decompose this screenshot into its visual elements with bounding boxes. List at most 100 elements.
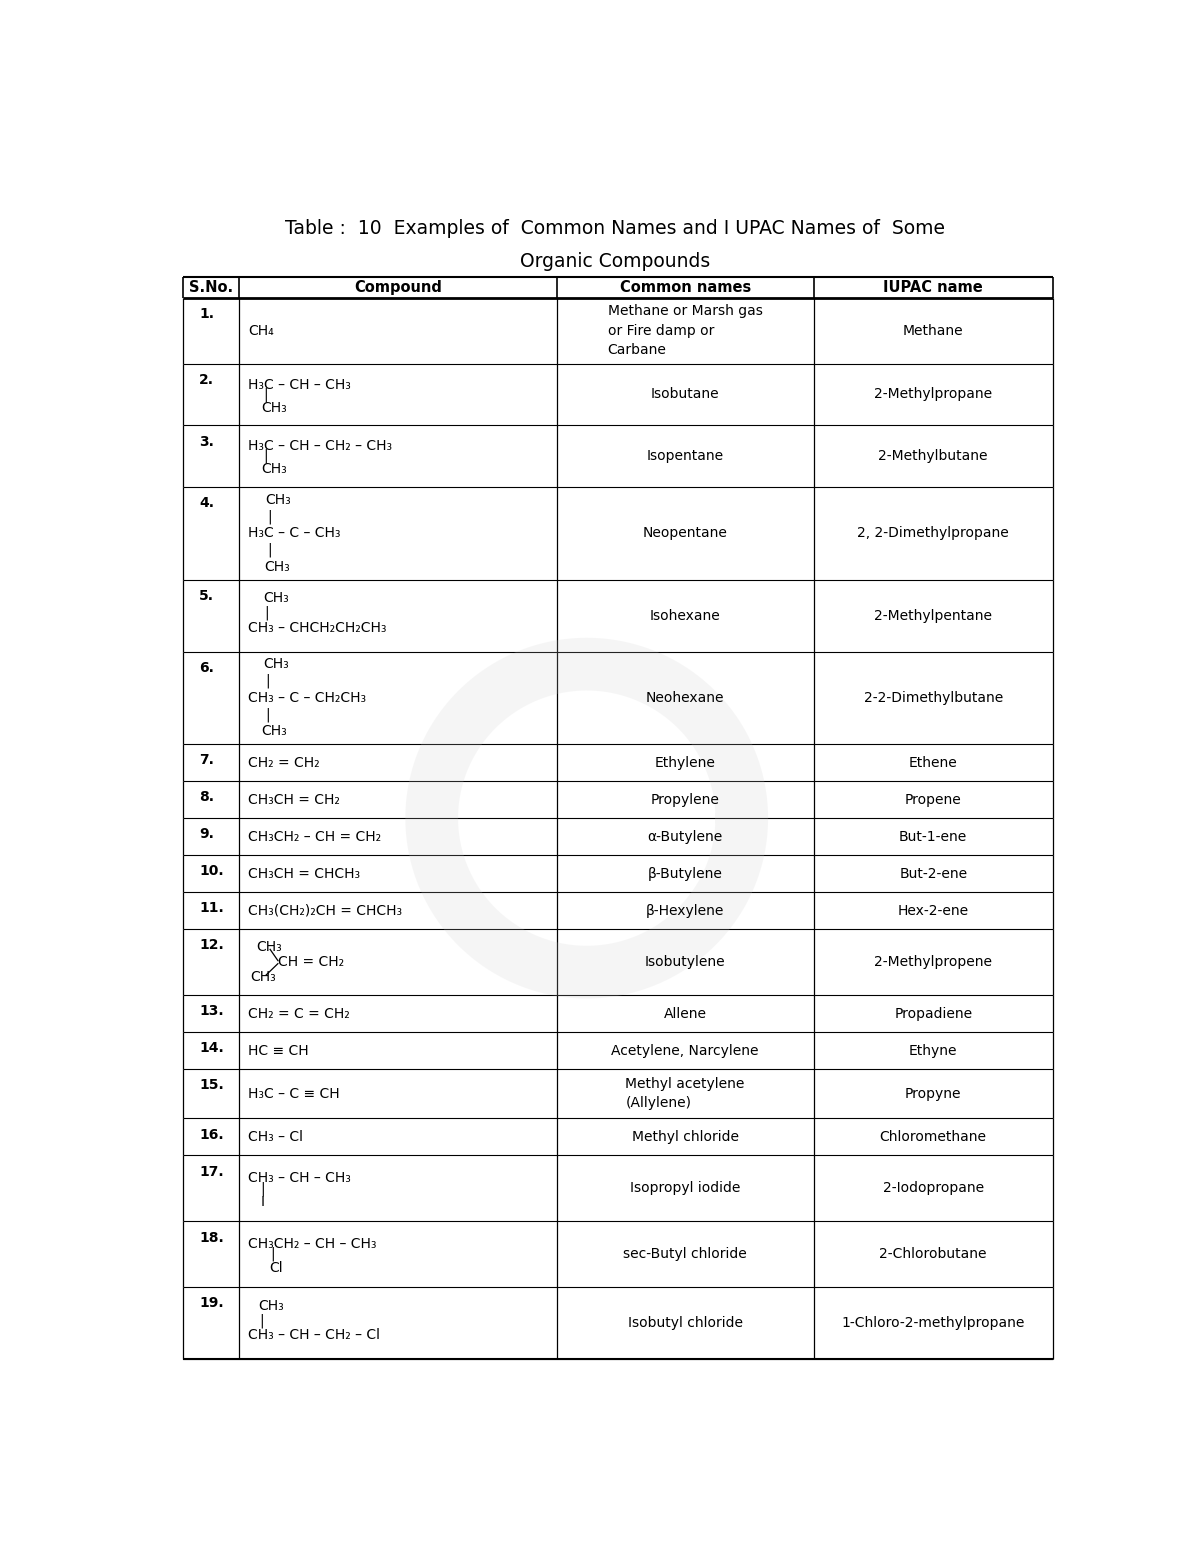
Text: 17.: 17. — [199, 1165, 224, 1179]
Text: α-Butylene: α-Butylene — [648, 829, 722, 843]
Text: 2-Methylpropane: 2-Methylpropane — [874, 387, 992, 402]
Text: β-Hexylene: β-Hexylene — [646, 904, 725, 918]
Text: 1-Chloro-2-methylpropane: 1-Chloro-2-methylpropane — [841, 1315, 1025, 1329]
Text: Isopropyl iodide: Isopropyl iodide — [630, 1182, 740, 1196]
Text: Propylene: Propylene — [650, 792, 720, 806]
Text: |: | — [264, 606, 269, 620]
Text: CH₃CH = CHCH₃: CH₃CH = CHCH₃ — [248, 867, 360, 881]
Text: Propene: Propene — [905, 792, 961, 806]
Text: CH₃: CH₃ — [256, 940, 282, 954]
Text: But-2-ene: But-2-ene — [899, 867, 967, 881]
Text: 2.: 2. — [199, 373, 215, 387]
Text: β-Butylene: β-Butylene — [648, 867, 722, 881]
Text: CH₃CH₂ – CH = CH₂: CH₃CH₂ – CH = CH₂ — [248, 829, 382, 843]
Text: CH₃ – CH – CH₂ – Cl: CH₃ – CH – CH₂ – Cl — [248, 1328, 380, 1342]
Text: 7.: 7. — [199, 753, 214, 767]
Text: CH₃: CH₃ — [262, 725, 287, 739]
Text: CH₃: CH₃ — [263, 657, 289, 671]
Text: |: | — [270, 1247, 275, 1261]
Text: 13.: 13. — [199, 1005, 224, 1019]
Text: Chloromethane: Chloromethane — [880, 1131, 986, 1145]
Text: H₃C – CH – CH₃: H₃C – CH – CH₃ — [248, 377, 352, 391]
Text: CH₃: CH₃ — [258, 1298, 284, 1312]
Text: 14.: 14. — [199, 1042, 224, 1056]
Text: Isobutylene: Isobutylene — [644, 955, 726, 969]
Text: H₃C – C ≡ CH: H₃C – C ≡ CH — [248, 1087, 340, 1101]
Text: Methyl acetylene
(Allylene): Methyl acetylene (Allylene) — [625, 1076, 745, 1110]
Text: CH₃: CH₃ — [263, 592, 289, 606]
Text: 2-Chlorobutane: 2-Chlorobutane — [880, 1247, 986, 1261]
Text: Compound: Compound — [354, 280, 442, 295]
Text: CH₃ – CHCH₂CH₂CH₃: CH₃ – CHCH₂CH₂CH₃ — [248, 621, 386, 635]
Text: CH₃: CH₃ — [264, 561, 289, 575]
Text: 2-Methylpentane: 2-Methylpentane — [875, 609, 992, 623]
Text: 8.: 8. — [199, 790, 215, 804]
Text: Propyne: Propyne — [905, 1087, 961, 1101]
Text: 2-Iodopropane: 2-Iodopropane — [883, 1182, 984, 1196]
Text: 2, 2-Dimethylpropane: 2, 2-Dimethylpropane — [857, 526, 1009, 540]
Text: Isopentane: Isopentane — [647, 449, 724, 463]
Text: CH₃ – C – CH₂CH₃: CH₃ – C – CH₂CH₃ — [248, 691, 366, 705]
Text: S.No.: S.No. — [188, 280, 233, 295]
Text: 10.: 10. — [199, 865, 224, 879]
Text: Isobutane: Isobutane — [650, 387, 720, 402]
Text: 18.: 18. — [199, 1230, 224, 1244]
Text: Ethylene: Ethylene — [655, 756, 715, 770]
Text: 4.: 4. — [199, 497, 215, 511]
Text: Common names: Common names — [619, 280, 751, 295]
Text: Acetylene, Narcylene: Acetylene, Narcylene — [612, 1044, 758, 1058]
Text: IUPAC name: IUPAC name — [883, 280, 983, 295]
Text: |: | — [263, 449, 268, 463]
Text: Cl: Cl — [270, 1261, 283, 1275]
Text: 15.: 15. — [199, 1078, 224, 1092]
Text: CH₄: CH₄ — [248, 323, 274, 337]
Text: CH₃ – CH – CH₃: CH₃ – CH – CH₃ — [248, 1171, 352, 1185]
Text: CH₂ = CH₂: CH₂ = CH₂ — [248, 756, 320, 770]
Text: |: | — [268, 509, 272, 523]
Text: CH₂ = C = CH₂: CH₂ = C = CH₂ — [248, 1006, 350, 1020]
Text: 2-Methylbutane: 2-Methylbutane — [878, 449, 988, 463]
Text: CH₃: CH₃ — [250, 971, 276, 985]
Text: HC ≡ CH: HC ≡ CH — [248, 1044, 310, 1058]
Text: Methane or Marsh gas
or Fire damp or
Carbane: Methane or Marsh gas or Fire damp or Car… — [607, 304, 763, 357]
Text: 6.: 6. — [199, 660, 214, 676]
Text: |: | — [268, 544, 272, 558]
Text: 9.: 9. — [199, 828, 214, 842]
Text: Ethene: Ethene — [908, 756, 958, 770]
Text: 12.: 12. — [199, 938, 224, 952]
Text: H₃C – C – CH₃: H₃C – C – CH₃ — [248, 526, 341, 540]
Text: 2-2-Dimethylbutane: 2-2-Dimethylbutane — [864, 691, 1003, 705]
Text: |: | — [259, 1314, 264, 1328]
Text: 3.: 3. — [199, 435, 214, 449]
Text: 1.: 1. — [199, 307, 215, 321]
Text: CH₃CH = CH₂: CH₃CH = CH₂ — [248, 792, 341, 806]
Text: Methane: Methane — [902, 323, 964, 337]
Text: Neohexane: Neohexane — [646, 691, 725, 705]
Text: CH₃: CH₃ — [262, 401, 287, 415]
Text: I: I — [260, 1196, 264, 1210]
Text: 19.: 19. — [199, 1297, 224, 1311]
Text: 11.: 11. — [199, 901, 224, 915]
Text: |: | — [263, 387, 268, 402]
Text: |: | — [265, 674, 270, 688]
Text: sec-Butyl chloride: sec-Butyl chloride — [623, 1247, 748, 1261]
Text: CH₃CH₂ – CH – CH₃: CH₃CH₂ – CH – CH₃ — [248, 1236, 377, 1250]
Text: Propadiene: Propadiene — [894, 1006, 972, 1020]
Text: CH₃: CH₃ — [265, 492, 292, 506]
Text: 2-Methylpropene: 2-Methylpropene — [875, 955, 992, 969]
Text: Hex-2-ene: Hex-2-ene — [898, 904, 968, 918]
Text: 16.: 16. — [199, 1127, 224, 1141]
Text: CH₃: CH₃ — [262, 463, 287, 477]
Text: Table :  10  Examples of  Common Names and I UPAC Names of  Some: Table : 10 Examples of Common Names and … — [286, 219, 946, 238]
Text: CH₃(CH₂)₂CH = CHCH₃: CH₃(CH₂)₂CH = CHCH₃ — [248, 904, 402, 918]
Text: |: | — [265, 708, 270, 722]
Text: Ethyne: Ethyne — [908, 1044, 958, 1058]
Text: |: | — [260, 1182, 265, 1196]
Text: Isohexane: Isohexane — [649, 609, 720, 623]
Text: Allene: Allene — [664, 1006, 707, 1020]
Text: But-1-ene: But-1-ene — [899, 829, 967, 843]
Text: CH₃ – Cl: CH₃ – Cl — [248, 1131, 304, 1145]
Text: 5.: 5. — [199, 589, 215, 603]
Text: Organic Compounds: Organic Compounds — [520, 252, 710, 270]
Text: Isobutyl chloride: Isobutyl chloride — [628, 1315, 743, 1329]
